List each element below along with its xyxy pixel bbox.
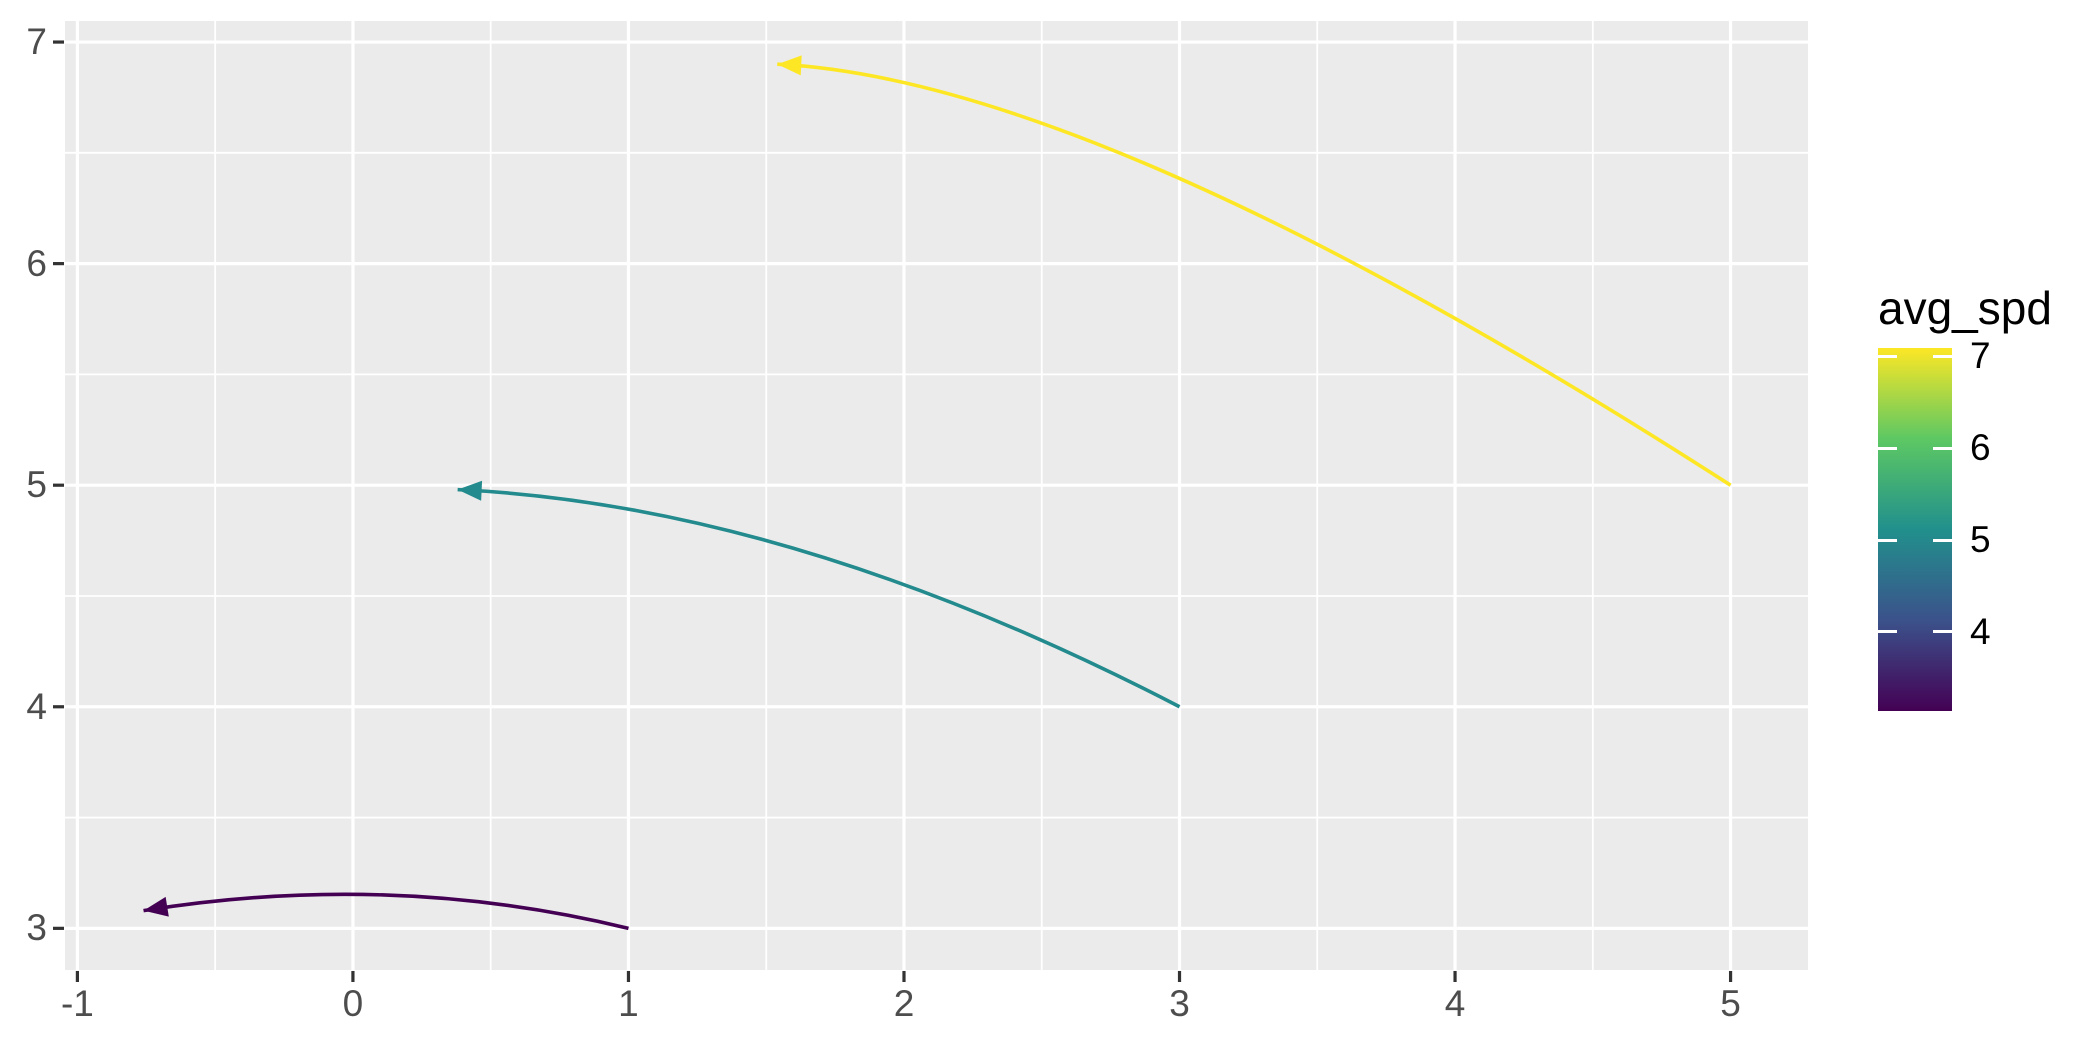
legend-tick-label: 7 <box>1970 335 1991 377</box>
y-tick-label: 5 <box>26 464 47 506</box>
panel-background <box>65 21 1808 970</box>
x-tick-label: 3 <box>1169 983 1190 1024</box>
legend-tick-label: 5 <box>1970 519 1991 561</box>
legend-tick-mark <box>1933 354 1952 358</box>
mid-speed-arrow-curve <box>457 487 1181 709</box>
y-tick-label: 4 <box>26 685 47 727</box>
legend-tick-mark <box>1878 446 1897 450</box>
legend-tick-label: 4 <box>1970 610 1991 652</box>
high-speed-arrow-arrowhead-icon <box>777 55 802 76</box>
legend-title: avg_spd <box>1878 282 2052 334</box>
legend-tick-mark <box>1933 630 1952 634</box>
x-tick-label: 4 <box>1444 983 1466 1024</box>
low-speed-arrow-curve <box>143 892 629 931</box>
high-speed-arrow-curve <box>777 62 1732 487</box>
legend-tick-mark <box>1933 446 1952 450</box>
legend-tick-mark <box>1933 538 1952 542</box>
y-tick-label: 3 <box>26 907 47 949</box>
y-tick-label: 7 <box>26 21 47 63</box>
x-tick-label: 1 <box>618 983 639 1024</box>
x-tick-label: -1 <box>60 983 94 1024</box>
x-tick-label: 2 <box>893 983 915 1024</box>
y-tick-label: 6 <box>26 242 47 284</box>
low-speed-arrow-arrowhead-icon <box>143 896 169 917</box>
colorbar-legend: avg_spd 7 6 5 4 <box>1860 270 2100 750</box>
x-tick-label: 5 <box>1720 983 1741 1024</box>
legend-tick-mark <box>1878 630 1897 634</box>
legend-gradient-bar <box>1878 348 1952 711</box>
legend-tick-mark <box>1878 538 1897 542</box>
legend-tick-label: 6 <box>1970 427 1991 469</box>
mid-speed-arrow-arrowhead-icon <box>457 480 483 501</box>
x-tick-label: 0 <box>342 983 364 1024</box>
legend-tick-mark <box>1878 354 1897 358</box>
